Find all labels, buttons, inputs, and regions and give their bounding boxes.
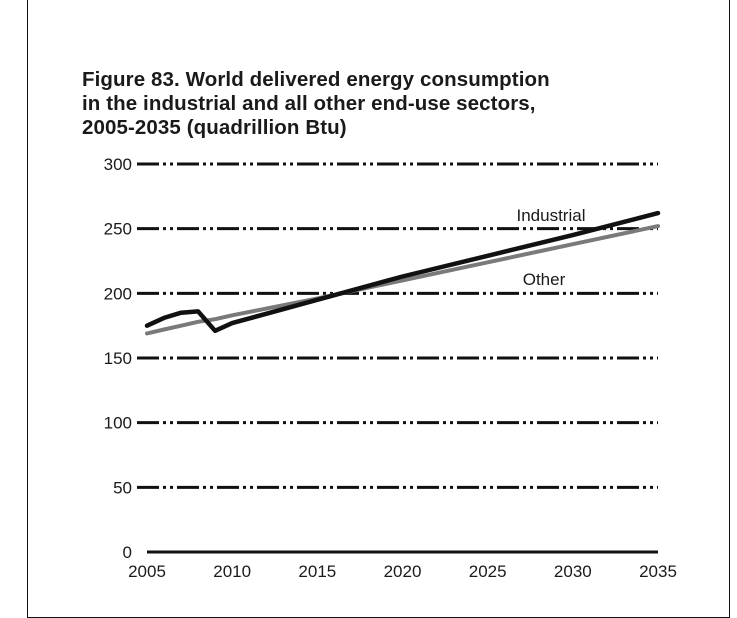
chart-title-line-3: 2005-2035 (quadrillion Btu) bbox=[82, 116, 347, 139]
x-axis-ticks: 2005 2010 2015 2020 2025 2030 2035 bbox=[128, 562, 677, 581]
series-lines bbox=[144, 210, 661, 336]
series-label-industrial: Industrial bbox=[517, 206, 586, 225]
x-tick-label: 2030 bbox=[554, 562, 592, 581]
y-tick-label: 100 bbox=[104, 414, 132, 433]
x-tick-label: 2025 bbox=[469, 562, 507, 581]
series-line-industrial bbox=[144, 210, 661, 334]
x-tick-label: 2005 bbox=[128, 562, 166, 581]
y-tick-label: 50 bbox=[113, 478, 132, 497]
y-tick-label: 250 bbox=[104, 220, 132, 239]
y-tick-label: 150 bbox=[104, 349, 132, 368]
y-tick-label: 300 bbox=[104, 155, 132, 174]
series-line-other bbox=[145, 224, 660, 336]
x-tick-label: 2035 bbox=[639, 562, 677, 581]
series-labels: Industrial Other bbox=[517, 206, 586, 289]
gridlines bbox=[137, 162, 658, 554]
chart-title-line-2: in the industrial and all other end-use … bbox=[82, 92, 536, 115]
x-tick-label: 2015 bbox=[298, 562, 336, 581]
x-tick-label: 2010 bbox=[213, 562, 251, 581]
y-tick-label: 0 bbox=[123, 543, 132, 562]
chart-title-line-1: Figure 83. World delivered energy consum… bbox=[82, 68, 550, 91]
y-tick-label: 200 bbox=[104, 284, 132, 303]
series-label-other: Other bbox=[523, 270, 566, 289]
chart-title: Figure 83. World delivered energy consum… bbox=[82, 68, 682, 140]
y-axis-ticks: 0 50 100 150 200 250 300 bbox=[104, 155, 132, 562]
x-tick-label: 2020 bbox=[384, 562, 422, 581]
